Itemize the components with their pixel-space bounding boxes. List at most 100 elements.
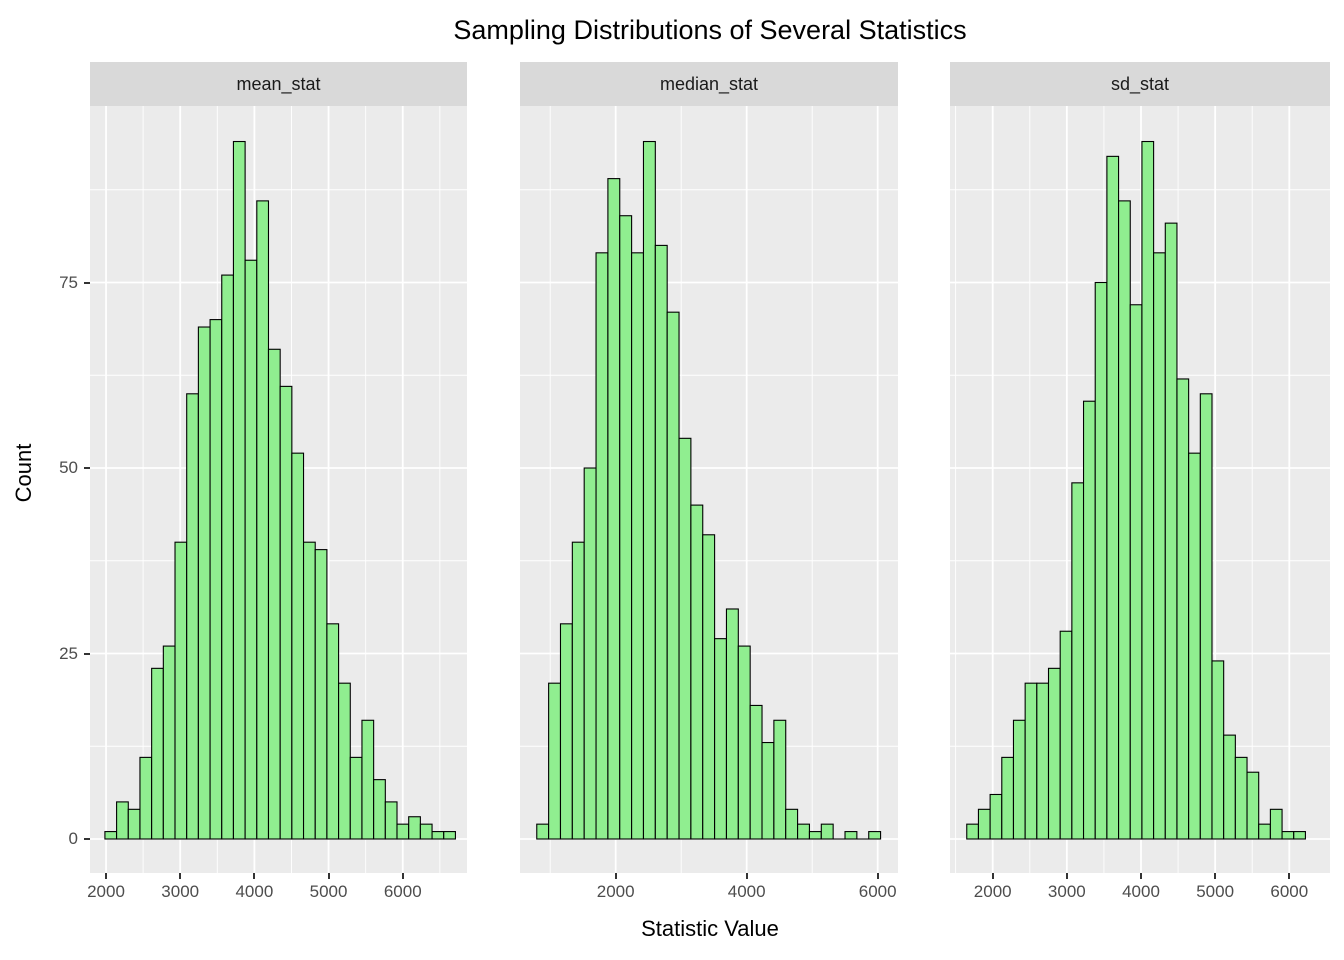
histogram-bar: [619, 215, 633, 840]
histogram-bar: [1129, 304, 1143, 840]
x-tick-label: 4000: [1122, 882, 1160, 901]
x-tick: [1214, 873, 1217, 879]
histogram-bar: [1153, 252, 1166, 840]
histogram-bar: [737, 645, 751, 840]
histogram-bar: [384, 801, 398, 840]
facet-strip-mean_stat: mean_stat: [90, 62, 467, 106]
histogram-bar: [1269, 808, 1283, 840]
histogram-bar: [966, 823, 979, 840]
histogram-bar: [1059, 630, 1073, 840]
y-tick-label: 75: [59, 272, 78, 292]
histogram-bar: [808, 831, 822, 840]
histogram-bar: [186, 393, 199, 840]
x-axis-title: Statistic Value: [641, 916, 779, 941]
facet-panel-sd_stat: [950, 106, 1330, 873]
histogram-bar: [1246, 771, 1260, 840]
y-tick: [84, 838, 90, 840]
histogram-bar: [162, 645, 176, 840]
chart-title: Sampling Distributions of Several Statis…: [453, 15, 967, 45]
histogram-bar: [151, 667, 164, 840]
x-tick-label: 2000: [973, 882, 1012, 901]
histogram-bar: [1024, 682, 1038, 840]
histogram-bar: [419, 823, 433, 840]
histogram-bar: [443, 831, 456, 840]
x-tick-label: 4000: [235, 882, 274, 901]
x-tick: [105, 873, 108, 879]
histogram-bar: [431, 831, 445, 840]
histogram-bar: [1001, 756, 1015, 840]
y-tick: [84, 281, 90, 284]
facet-label: sd_stat: [1110, 73, 1170, 94]
histogram-bar: [127, 808, 141, 840]
histogram-bar: [977, 808, 991, 840]
histogram-bar: [1176, 378, 1190, 840]
histogram-bar: [1234, 756, 1248, 840]
histogram-bar: [279, 385, 293, 840]
histogram-bar: [797, 823, 810, 840]
histogram-bar: [1071, 482, 1085, 840]
histogram-bar: [1199, 393, 1213, 840]
y-axis-title: Count: [11, 443, 36, 503]
facet-panel-median_stat: [520, 106, 898, 873]
histogram-bar: [1047, 667, 1061, 840]
histogram-bar: [197, 326, 211, 840]
histogram-bar: [174, 541, 188, 840]
histogram-bar: [1118, 200, 1131, 840]
histogram-bar: [1164, 222, 1178, 840]
histogram-bar: [1258, 823, 1271, 840]
x-tick-label: 6000: [1270, 882, 1309, 901]
facet-strip-sd_stat: sd_stat: [950, 62, 1330, 106]
histogram-bar: [396, 823, 410, 840]
histogram-bar: [326, 623, 340, 840]
x-tick-label: 6000: [383, 882, 422, 901]
histogram-bar: [361, 719, 375, 840]
histogram-bar: [595, 252, 609, 840]
histogram-bar: [666, 311, 680, 840]
histogram-bar: [1036, 682, 1050, 840]
x-tick-label: 5000: [309, 882, 348, 901]
y-tick-label: 50: [59, 458, 78, 477]
x-tick: [327, 873, 330, 879]
histogram-bar: [868, 831, 882, 840]
histogram-bar: [267, 348, 281, 840]
histogram-bar: [785, 808, 799, 840]
histogram-bar: [104, 831, 118, 840]
x-tick: [1065, 873, 1068, 879]
histogram-bar: [844, 831, 858, 840]
histogram-bar: [631, 252, 645, 840]
facet-label: mean_stat: [236, 73, 321, 94]
histogram-bar: [1012, 719, 1026, 840]
histogram-bar: [1188, 452, 1201, 840]
x-tick: [745, 873, 748, 879]
histogram-bar: [209, 319, 223, 840]
histogram-bar: [761, 741, 775, 840]
x-tick: [1288, 873, 1291, 879]
y-tick: [84, 467, 90, 469]
y-tick-label: 25: [59, 643, 78, 663]
x-tick: [614, 873, 617, 879]
histogram-bar: [642, 140, 656, 840]
histogram-bar: [408, 816, 421, 840]
histogram-bar: [244, 259, 258, 840]
x-tick-label: 3000: [1047, 882, 1086, 901]
x-tick-label: 4000: [727, 882, 766, 901]
histogram-bar: [116, 801, 129, 840]
histogram-bar: [583, 467, 597, 840]
histogram-bar: [139, 756, 153, 840]
x-tick-label: 2000: [87, 882, 125, 901]
x-tick-label: 3000: [161, 882, 200, 901]
histogram-bar: [256, 200, 270, 840]
histogram-bar: [714, 638, 728, 840]
x-tick: [253, 873, 256, 879]
histogram-bar: [559, 623, 573, 840]
histogram-bar: [690, 504, 704, 840]
y-tick: [84, 652, 90, 655]
x-tick-label: 2000: [596, 882, 635, 901]
histogram-bar: [1211, 660, 1225, 840]
histogram-bar: [1106, 155, 1120, 840]
histogram-bar: [702, 534, 716, 840]
histogram-bar: [654, 244, 668, 840]
histogram-bar: [773, 719, 787, 840]
histogram-bar: [1223, 734, 1236, 840]
